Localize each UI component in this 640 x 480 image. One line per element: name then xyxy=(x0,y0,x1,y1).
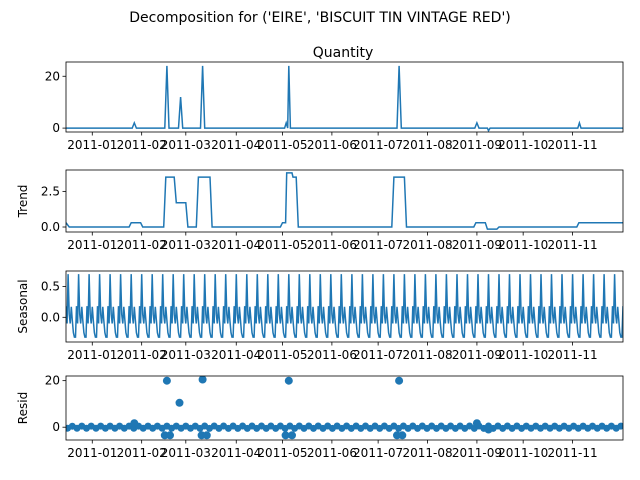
seasonal-xtick-label: 2011-05 xyxy=(257,348,307,362)
resid-outlier-point xyxy=(166,431,174,440)
resid-point xyxy=(617,422,623,430)
trend-xtick-label: 2011-04 xyxy=(211,238,261,252)
quantity-xtick-label: 2011-06 xyxy=(307,138,357,152)
resid-axes-frame xyxy=(65,375,624,441)
resid-xtick-label: 2011-10 xyxy=(498,446,548,460)
resid-outlier-point xyxy=(281,431,290,440)
resid-outlier-point xyxy=(472,419,481,428)
trend-xtick-label: 2011-06 xyxy=(307,238,357,252)
resid-xtick-label: 2011-01 xyxy=(67,446,117,460)
trend-axes-frame xyxy=(65,169,624,233)
resid-outlier-point xyxy=(130,419,139,428)
figure-suptitle: Decomposition for ('EIRE', 'BISCUIT TIN … xyxy=(129,10,511,26)
trend-ylabel: Trend xyxy=(16,185,30,219)
resid-xtick-label: 2011-03 xyxy=(161,446,211,460)
seasonal-xtick-label: 2011-11 xyxy=(547,348,597,362)
trend-xtick-label: 2011-05 xyxy=(257,238,307,252)
trend-plot-area xyxy=(66,172,623,230)
seasonal-xtick-label: 2011-10 xyxy=(498,348,548,362)
trend-ytick-label: 0.0 xyxy=(41,220,60,234)
quantity-plot-area xyxy=(66,65,623,132)
quantity-xtick-label: 2011-04 xyxy=(211,138,261,152)
quantity-xtick-label: 2011-11 xyxy=(547,138,597,152)
quantity-series-line xyxy=(66,65,623,132)
trend-xtick-label: 2011-10 xyxy=(498,238,548,252)
quantity-panel-title: Quantity xyxy=(313,45,374,61)
resid-outlier-point xyxy=(288,431,296,440)
seasonal-plot-area xyxy=(66,274,623,338)
resid-xtick-label: 2011-04 xyxy=(211,446,261,460)
trend-xtick-label: 2011-02 xyxy=(117,238,167,252)
trend-ytick-label: 2.5 xyxy=(41,184,60,198)
seasonal-ytick-label: 0.5 xyxy=(41,279,60,293)
resid-ytick-label: 0 xyxy=(52,420,60,434)
quantity-axes-frame xyxy=(65,61,624,133)
seasonal-ylabel: Seasonal xyxy=(16,279,30,333)
resid-outlier-point xyxy=(395,376,404,385)
quantity-xtick-label: 2011-03 xyxy=(161,138,211,152)
quantity-xtick-label: 2011-05 xyxy=(257,138,307,152)
seasonal-xtick-label: 2011-03 xyxy=(161,348,211,362)
resid-outlier-point xyxy=(198,376,207,384)
resid-outlier-point xyxy=(284,376,293,385)
trend-xtick-label: 2011-08 xyxy=(402,238,452,252)
resid-outlier-point xyxy=(484,425,493,434)
seasonal-xtick-label: 2011-08 xyxy=(402,348,452,362)
resid-xtick-label: 2011-05 xyxy=(257,446,307,460)
resid-outlier-point xyxy=(175,398,184,407)
quantity-ytick-label: 0 xyxy=(52,121,60,135)
quantity-xtick-label: 2011-07 xyxy=(353,138,403,152)
trend-xtick-label: 2011-03 xyxy=(161,238,211,252)
resid-xtick-label: 2011-02 xyxy=(117,446,167,460)
trend-series-line xyxy=(66,172,623,230)
seasonal-xtick-label: 2011-04 xyxy=(211,348,261,362)
resid-outlier-point xyxy=(162,376,171,385)
resid-xtick-label: 2011-11 xyxy=(547,446,597,460)
seasonal-xtick-label: 2011-06 xyxy=(307,348,357,362)
quantity-xtick-label: 2011-01 xyxy=(67,138,117,152)
trend-xtick-label: 2011-07 xyxy=(353,238,403,252)
seasonal-xtick-label: 2011-02 xyxy=(117,348,167,362)
quantity-xtick-label: 2011-08 xyxy=(402,138,452,152)
quantity-xtick-label: 2011-10 xyxy=(498,138,548,152)
seasonal-ytick-label: 0.0 xyxy=(41,310,60,324)
resid-outlier-point xyxy=(202,431,211,440)
seasonal-series-line xyxy=(66,274,623,338)
resid-outlier-point xyxy=(398,431,407,440)
trend-xtick-label: 2011-01 xyxy=(67,238,117,252)
resid-xtick-label: 2011-06 xyxy=(307,446,357,460)
resid-xtick-label: 2011-08 xyxy=(402,446,452,460)
quantity-xtick-label: 2011-02 xyxy=(117,138,167,152)
trend-xtick-label: 2011-09 xyxy=(452,238,502,252)
seasonal-xtick-label: 2011-09 xyxy=(452,348,502,362)
seasonal-axes-frame xyxy=(65,270,624,343)
resid-ytick-label: 20 xyxy=(45,374,60,388)
resid-xtick-label: 2011-09 xyxy=(452,446,502,460)
resid-xtick-label: 2011-07 xyxy=(353,446,403,460)
resid-plot-area xyxy=(66,376,623,440)
seasonal-xtick-label: 2011-01 xyxy=(67,348,117,362)
quantity-ytick-label: 20 xyxy=(45,69,60,83)
quantity-xtick-label: 2011-09 xyxy=(452,138,502,152)
resid-ylabel: Resid xyxy=(16,392,30,424)
seasonal-xtick-label: 2011-07 xyxy=(353,348,403,362)
trend-xtick-label: 2011-11 xyxy=(547,238,597,252)
